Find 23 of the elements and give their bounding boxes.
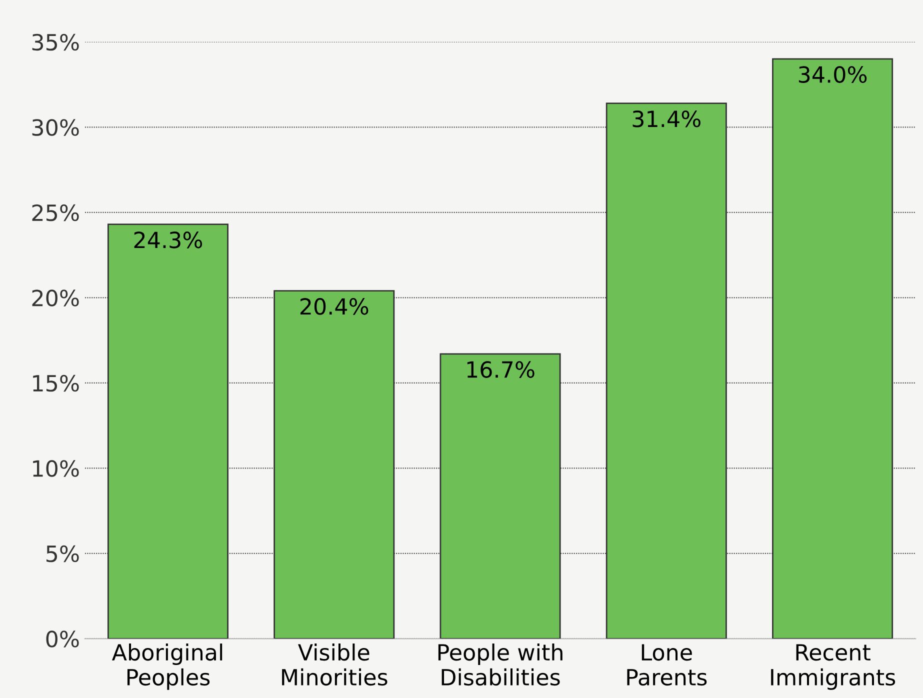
y-tick-label: 0% [46,630,79,648]
x-tick-label: Lone Parents [627,644,707,686]
data-label: 31.4% [632,110,700,128]
y-tick-label: 35% [32,34,79,51]
y-tick-label: 5% [46,545,79,562]
data-label: 20.4% [300,298,368,315]
bar [772,58,894,639]
x-tick-label: Aboriginal Peoples [112,644,222,690]
bar [606,102,727,639]
y-tick-label: 15% [33,374,79,392]
x-tick-label: Visible Minorities [282,644,388,686]
y-tick-label: 25% [32,204,79,222]
data-label: 34.0% [798,66,867,83]
x-tick-label: People with Disabilities [438,644,562,686]
y-tick-label: 10% [33,460,79,477]
bar [440,353,561,639]
y-tick-label: 20% [32,290,79,306]
data-label: 16.7% [467,361,534,378]
x-tick-label: Recent Immigrants [771,644,896,690]
data-label: 24.3% [134,232,202,248]
bar [107,224,228,639]
y-tick-label: 30% [32,119,79,136]
bar [274,290,395,639]
